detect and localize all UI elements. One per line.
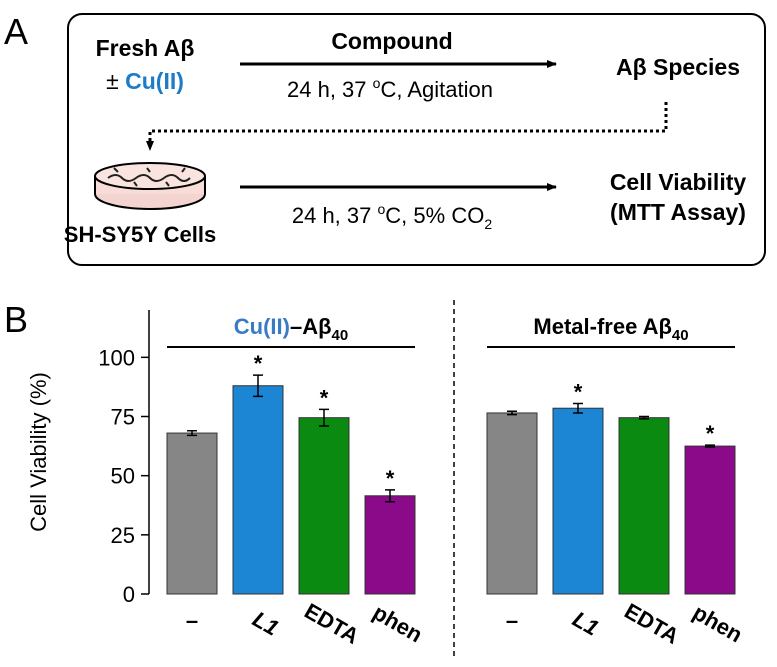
- panel-label: A: [4, 11, 28, 52]
- result-line1: Cell Viability: [610, 169, 747, 195]
- group-title-part: 40: [672, 327, 689, 344]
- bar: [364, 495, 416, 595]
- product: Aβ Species: [616, 54, 740, 80]
- significance-mark: *: [574, 379, 583, 404]
- panel-label: B: [4, 299, 28, 340]
- y-tick-label: 50: [111, 464, 135, 489]
- petri-dish: [94, 162, 206, 210]
- step2-condition: 24 h, 37 oC, 5% CO2: [292, 201, 492, 232]
- step1-condition: 24 h, 37 oC, Agitation: [287, 75, 493, 102]
- significance-mark: *: [254, 351, 263, 376]
- error-bar: [705, 444, 715, 448]
- step1-label: Compound: [331, 28, 452, 54]
- start-line1: Fresh Aβ: [96, 35, 195, 61]
- error-bar: [253, 374, 263, 398]
- cells-label: SH-SY5Y Cells: [64, 222, 216, 247]
- start-line2: ± Cu(II): [106, 68, 184, 94]
- error-bar: [319, 408, 329, 427]
- group-title-part: –Aβ: [290, 314, 332, 339]
- x-tick-label: L1: [248, 606, 283, 640]
- y-tick-label: 0: [123, 582, 135, 607]
- dotted-arrow: [146, 102, 668, 151]
- group-title-part: Cu(II): [234, 314, 290, 339]
- y-tick-label: 75: [111, 405, 135, 430]
- x-tick-label: phen: [689, 600, 747, 648]
- result-line2: (MTT Assay): [610, 199, 746, 225]
- y-tick-label: 100: [98, 345, 135, 370]
- x-tick-label: EDTA: [300, 598, 363, 649]
- significance-mark: *: [320, 385, 329, 410]
- x-tick-label: –: [186, 608, 198, 633]
- group-title-part: Metal-free Aβ: [533, 314, 672, 339]
- y-tick-label: 25: [111, 523, 135, 548]
- y-axis-label: Cell Viability (%): [26, 372, 51, 532]
- scheme-box: [67, 13, 766, 266]
- x-tick-label: EDTA: [620, 598, 683, 649]
- bar: [684, 445, 736, 595]
- x-tick-label: phen: [369, 600, 427, 648]
- x-tick-label: L1: [568, 606, 603, 640]
- significance-mark: *: [706, 421, 715, 446]
- bar: [166, 432, 218, 595]
- group-title-part: 40: [332, 327, 349, 344]
- bar: [298, 417, 350, 595]
- bar: [618, 417, 670, 595]
- error-bar: [507, 410, 517, 416]
- group-title: Cu(II)–Aβ40: [234, 314, 348, 344]
- bar: [552, 407, 604, 595]
- group-title: Metal-free Aβ40: [533, 314, 688, 344]
- bar: [486, 412, 538, 595]
- error-bar: [573, 402, 583, 414]
- error-bar: [639, 415, 649, 420]
- error-bar: [385, 489, 395, 503]
- significance-mark: *: [386, 466, 395, 491]
- error-bar: [187, 429, 197, 437]
- bar: [232, 385, 284, 595]
- x-tick-label: –: [506, 608, 518, 633]
